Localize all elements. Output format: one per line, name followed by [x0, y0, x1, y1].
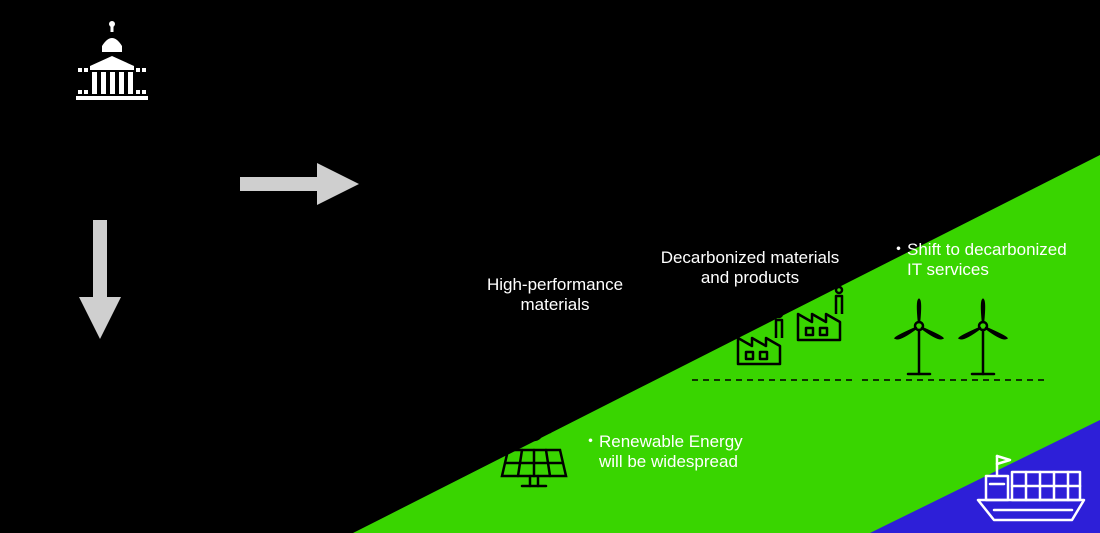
label-text: ・Renewable Energy will be widespread [582, 432, 743, 471]
capitol-icon [72, 18, 152, 108]
label-shift-it-services: ・Shift to decarbonized IT services [890, 240, 1100, 281]
wind-turbine-icon [950, 296, 1016, 376]
ship-icon [972, 442, 1092, 526]
solar-panel-icon [494, 414, 574, 494]
label-renewable-energy: ・Renewable Energy will be widespread [582, 432, 822, 473]
diagram-stage: High-performancematerials Decarbonized m… [0, 0, 1100, 533]
label-text: High-performancematerials [487, 275, 623, 314]
factory-icon [732, 310, 792, 370]
label-decarbonized-materials: Decarbonized materialsand products [625, 248, 875, 289]
label-text: ・Shift to decarbonized IT services [890, 240, 1067, 279]
wind-turbine-icon [886, 296, 952, 376]
label-text: Decarbonized materialsand products [661, 248, 840, 287]
factory-icon [792, 286, 852, 346]
